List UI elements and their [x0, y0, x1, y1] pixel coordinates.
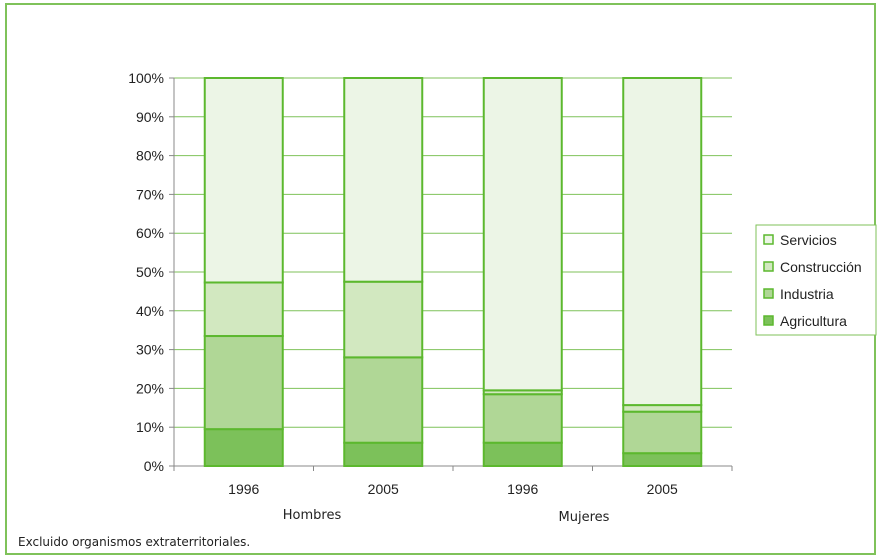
legend-label: Industria [780, 286, 834, 302]
x-tick-label: 2005 [368, 481, 399, 497]
bar-segment-servicios [343, 77, 424, 283]
y-tick-label: 20% [136, 380, 164, 396]
bar-segment-agricultura [203, 428, 284, 468]
y-tick-label: 10% [136, 419, 164, 435]
y-tick-label: 60% [136, 225, 164, 241]
legend-label: Construcción [780, 259, 862, 275]
y-tick-label: 40% [136, 303, 164, 319]
bar-segment-industria [343, 356, 424, 444]
legend-label: Agricultura [780, 313, 847, 329]
legend-box [755, 224, 877, 336]
y-tick-label: 50% [136, 264, 164, 280]
bar-segment-industria [482, 393, 563, 444]
legend-label: Servicios [780, 232, 837, 248]
bar-segment-servicios [203, 77, 284, 284]
legend-swatch-construcción [763, 261, 774, 272]
footnote: Excluido organismos extraterritoriales. [18, 535, 251, 549]
x-tick-label: 1996 [507, 481, 538, 497]
group-label: Hombres [283, 508, 342, 523]
chart-frame [5, 3, 876, 555]
bar-segment-agricultura [343, 441, 424, 468]
bar-segment-industria [622, 410, 703, 455]
bar-segment-construcción [203, 281, 284, 338]
y-tick-label: 70% [136, 186, 164, 202]
y-tick-label: 0% [144, 458, 164, 474]
x-tick-label: 2005 [647, 481, 678, 497]
legend-swatch-agricultura [763, 315, 774, 326]
bar-segment-agricultura [622, 452, 703, 468]
y-tick-label: 30% [136, 342, 164, 358]
bar-segment-servicios [482, 77, 563, 392]
bar-segment-servicios [622, 77, 703, 407]
group-label: Mujeres [559, 510, 610, 525]
legend-swatch-industria [763, 288, 774, 299]
y-tick-label: 80% [136, 148, 164, 164]
bar-segment-agricultura [482, 441, 563, 468]
bar-segment-industria [203, 335, 284, 431]
y-tick-label: 100% [128, 70, 164, 86]
legend-swatch-servicios [763, 234, 774, 245]
y-tick-label: 90% [136, 109, 164, 125]
bar-segment-construcción [343, 280, 424, 359]
x-tick-label: 1996 [228, 481, 259, 497]
